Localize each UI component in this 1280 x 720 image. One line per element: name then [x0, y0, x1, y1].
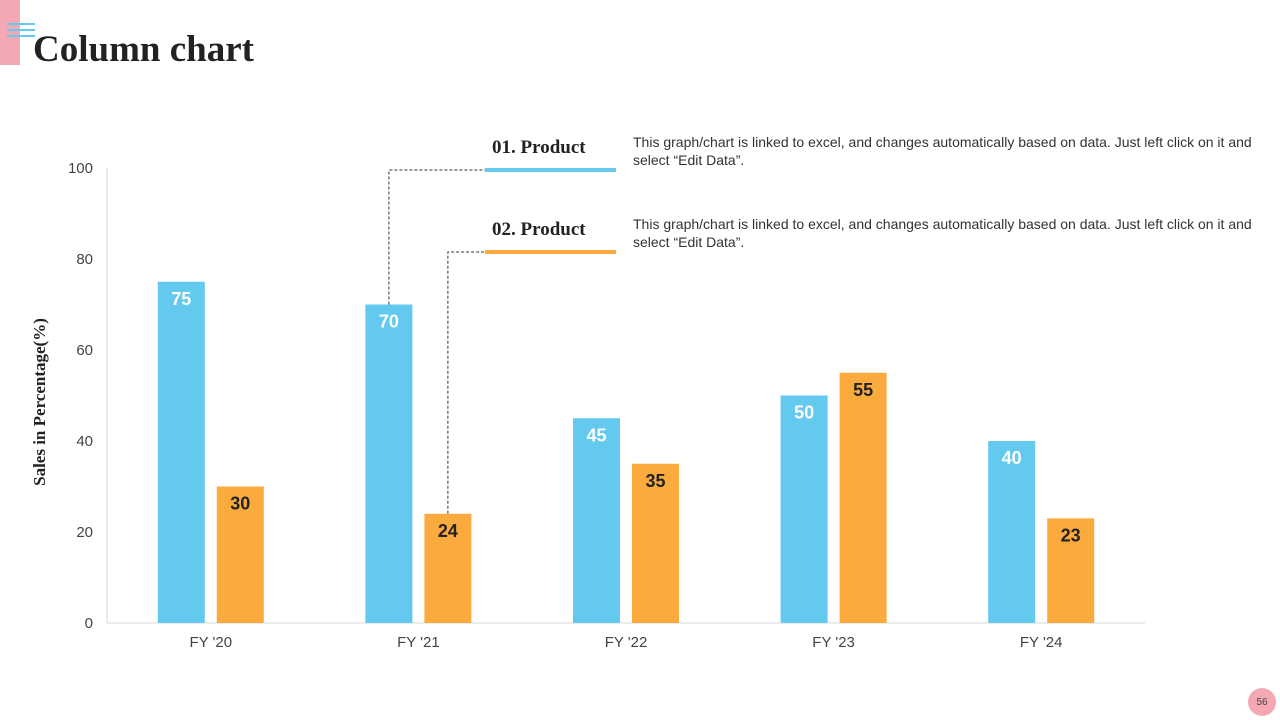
accent-tab — [0, 0, 20, 65]
legend-description-product-1: This graph/chart is linked to excel, and… — [633, 134, 1252, 168]
data-label: 24 — [438, 521, 458, 541]
bar-series-1 — [157, 281, 205, 623]
y-tick-label: 20 — [76, 524, 93, 541]
data-label: 55 — [853, 380, 873, 400]
page-title: Column chart — [33, 29, 254, 70]
y-tick-label: 0 — [85, 615, 93, 632]
y-tick-label: 40 — [76, 433, 93, 450]
data-label: 45 — [586, 425, 606, 445]
legend-swatch-product-2 — [485, 250, 616, 254]
x-tick-label: FY '21 — [397, 634, 440, 651]
connector-line-product-1 — [388, 169, 485, 305]
data-label: 75 — [171, 289, 191, 309]
data-label: 35 — [645, 471, 665, 491]
legend-swatch-product-1 — [485, 168, 616, 172]
bar-series-1 — [365, 304, 413, 623]
y-tick-label: 100 — [68, 160, 93, 177]
legend-title-product-2: 02. Product — [492, 219, 586, 240]
page-number-badge: 56 — [1248, 688, 1276, 716]
data-label: 30 — [230, 494, 250, 514]
bar-series-1 — [988, 441, 1036, 623]
x-tick-label: FY '24 — [1020, 634, 1063, 651]
y-tick-label: 80 — [76, 251, 93, 268]
bar-series-2 — [839, 372, 887, 623]
x-tick-label: FY '22 — [605, 634, 648, 651]
connector-line-product-2 — [447, 251, 485, 514]
x-tick-label: FY '23 — [812, 634, 855, 651]
bar-series-2 — [632, 463, 679, 623]
bar-series-2 — [216, 486, 264, 623]
data-label: 40 — [1002, 448, 1022, 468]
data-label: 23 — [1061, 525, 1081, 545]
legend-description-product-2: This graph/chart is linked to excel, and… — [633, 216, 1252, 250]
x-tick-label: FY '20 — [189, 634, 232, 651]
menu-icon[interactable] — [7, 22, 35, 38]
data-label: 50 — [794, 403, 814, 423]
bar-series-2 — [424, 513, 472, 623]
legend-title-product-1: 01. Product — [492, 137, 586, 158]
bar-series-2 — [1047, 518, 1095, 623]
y-tick-label: 60 — [76, 342, 93, 359]
data-label: 70 — [379, 312, 399, 332]
bar-series-1 — [780, 395, 828, 623]
bar-series-1 — [573, 418, 620, 623]
